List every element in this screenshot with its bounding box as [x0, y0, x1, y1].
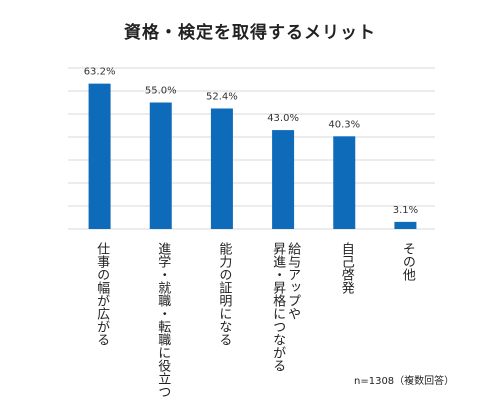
category-label: その他: [399, 242, 415, 281]
bar: [272, 130, 295, 229]
data-label: 52.4%: [206, 91, 238, 102]
bar: [394, 221, 417, 229]
category-label: 自己啓発: [338, 242, 354, 294]
sample-size-note: n=1308（複数回答）: [354, 376, 455, 387]
data-label: 40.3%: [328, 119, 360, 130]
data-label: 43.0%: [267, 113, 299, 124]
category-label: 能力の証明になる: [216, 242, 232, 346]
data-label: 55.0%: [145, 86, 177, 97]
data-label: 3.1%: [393, 205, 418, 216]
bar: [88, 83, 111, 229]
category-label: 仕事の幅が広がる: [94, 242, 110, 346]
bar: [149, 102, 172, 229]
bar: [210, 108, 233, 229]
data-label: 63.2%: [84, 67, 116, 78]
category-label: 進学・就職・転職に役立つ: [155, 242, 171, 398]
chart-title: 資格・検定を取得するメリット: [124, 23, 376, 43]
category-label: 給与アップや 昇進・昇格につながる: [270, 242, 301, 372]
bar: [333, 136, 356, 229]
